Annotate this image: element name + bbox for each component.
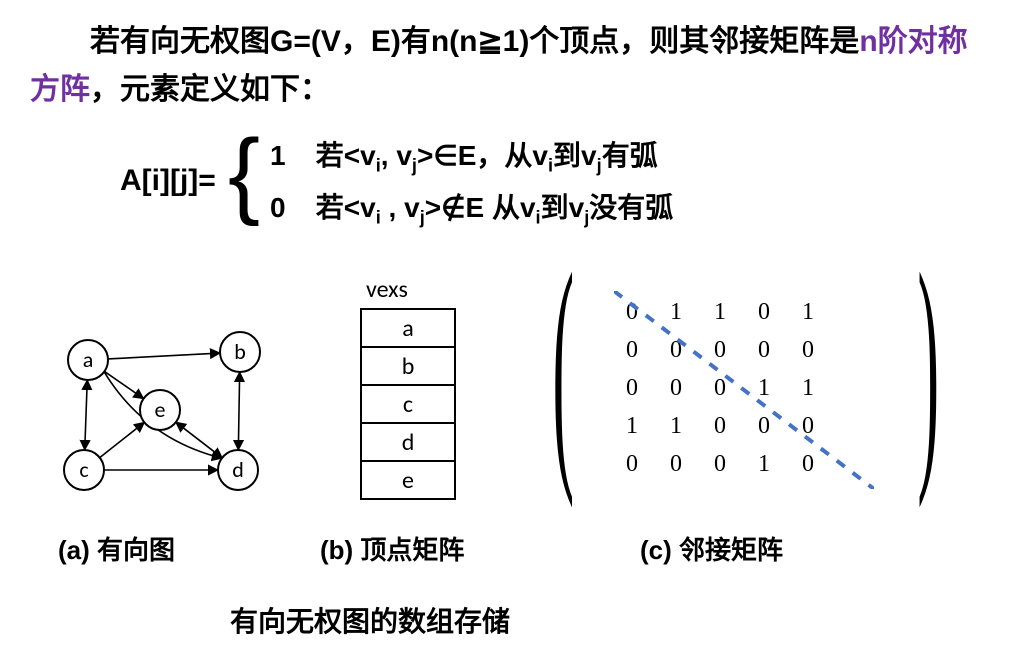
matrix-cell: 0 bbox=[610, 369, 654, 407]
matrix-cell: 1 bbox=[654, 293, 698, 331]
formula-row-1: 1 若<vi, vj>∈E，从vi到vj有弧 bbox=[270, 130, 673, 182]
panel-c: ( ) 0110100000000111100000010 bbox=[560, 285, 980, 555]
matrix-cell: 0 bbox=[786, 445, 830, 483]
vexs-header: vexs bbox=[366, 275, 530, 304]
adjacency-matrix: ( ) 0110100000000111100000010 bbox=[580, 285, 910, 495]
caption-a: (a) 有向图 bbox=[58, 530, 175, 567]
panel-a: a b e c d bbox=[40, 300, 300, 550]
paren-left-icon: ( bbox=[552, 235, 574, 495]
matrix-cell: 1 bbox=[742, 445, 786, 483]
matrix-cell: 0 bbox=[698, 369, 742, 407]
graph-edge bbox=[100, 422, 145, 457]
graph-node-label: d bbox=[232, 456, 244, 483]
graph-node-label: a bbox=[83, 346, 94, 373]
graph-edge bbox=[85, 380, 88, 450]
graph-node-label: c bbox=[79, 456, 88, 483]
formula-rhs: 1 若<vi, vj>∈E，从vi到vj有弧 0 若<vi , vj>∉E 从v… bbox=[270, 130, 673, 234]
brace-icon: { bbox=[228, 126, 260, 222]
matrix-cell: 0 bbox=[610, 331, 654, 369]
formula-block: A[i][j]= { 1 若<vi, vj>∈E，从vi到vj有弧 0 若<vi… bbox=[120, 130, 900, 240]
page: 若有向无权图G=(V，E)有n(n≧1)个顶点，则其邻接矩阵是n阶对称方阵，元素… bbox=[0, 0, 1021, 660]
graph-node-label: e bbox=[155, 396, 166, 423]
matrix-row: 01101 bbox=[610, 293, 830, 331]
vexs-cell: c bbox=[361, 385, 455, 423]
formula-lhs: A[i][j]= bbox=[120, 164, 216, 198]
matrix-cell: 0 bbox=[654, 445, 698, 483]
formula-row-2: 0 若<vi , vj>∉E 从vi到vj没有弧 bbox=[270, 182, 673, 234]
caption-b: (b) 顶点矩阵 bbox=[320, 530, 464, 567]
matrix-cell: 1 bbox=[786, 293, 830, 331]
digit-1: 1 bbox=[270, 130, 308, 182]
intro-paragraph: 若有向无权图G=(V，E)有n(n≧1)个顶点，则其邻接矩阵是n阶对称方阵，元素… bbox=[30, 18, 990, 114]
matrix-cell: 0 bbox=[698, 445, 742, 483]
matrix-cell: 0 bbox=[654, 331, 698, 369]
caption-c: (c) 邻接矩阵 bbox=[640, 530, 783, 567]
para-post: ，元素定义如下： bbox=[90, 73, 330, 106]
matrix-row: 11000 bbox=[610, 407, 830, 445]
graph-node-label: b bbox=[234, 338, 246, 365]
figure-title: 有向无权图的数组存储 bbox=[230, 600, 510, 640]
matrix-cell: 1 bbox=[742, 369, 786, 407]
matrix-row: 00010 bbox=[610, 445, 830, 483]
matrix-cell: 0 bbox=[786, 331, 830, 369]
matrix-cell: 1 bbox=[654, 407, 698, 445]
graph-edge bbox=[108, 353, 220, 359]
matrix-cell: 0 bbox=[742, 407, 786, 445]
directed-graph: a b e c d bbox=[40, 300, 300, 510]
matrix-cell: 1 bbox=[610, 407, 654, 445]
matrix-body: 0110100000000111100000010 bbox=[610, 293, 830, 483]
digit-0: 0 bbox=[270, 182, 308, 234]
vexs-cell: d bbox=[361, 423, 455, 461]
vexs-cell: e bbox=[361, 461, 455, 499]
paren-right-icon: ) bbox=[918, 235, 940, 495]
graph-edge bbox=[238, 372, 239, 450]
vexs-table: abcde bbox=[360, 308, 456, 500]
graph-edge bbox=[176, 422, 222, 458]
matrix-cell: 0 bbox=[654, 369, 698, 407]
matrix-row: 00000 bbox=[610, 331, 830, 369]
para-pre: 若有向无权图G=(V，E)有n(n≧1)个顶点，则其邻接矩阵是 bbox=[30, 25, 859, 58]
matrix-row: 00011 bbox=[610, 369, 830, 407]
matrix-cell: 1 bbox=[786, 369, 830, 407]
graph-edge bbox=[104, 371, 143, 398]
matrix-cell: 0 bbox=[742, 293, 786, 331]
matrix-cell: 0 bbox=[786, 407, 830, 445]
vexs-cell: b bbox=[361, 347, 455, 385]
matrix-cell: 1 bbox=[698, 293, 742, 331]
vexs-cell: a bbox=[361, 309, 455, 347]
matrix-cell: 0 bbox=[698, 331, 742, 369]
matrix-cell: 0 bbox=[610, 293, 654, 331]
matrix-cell: 0 bbox=[698, 407, 742, 445]
matrix-cell: 0 bbox=[610, 445, 654, 483]
matrix-cell: 0 bbox=[742, 331, 786, 369]
